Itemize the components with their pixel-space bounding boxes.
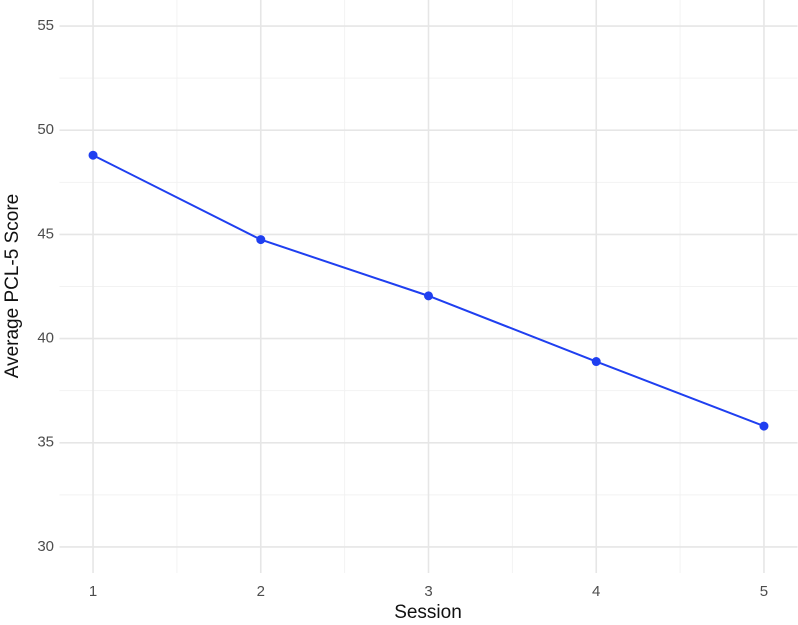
grid — [59, 0, 798, 573]
x-tick-label: 3 — [424, 583, 432, 600]
point — [424, 291, 433, 301]
y-axis-title: Average PCL-5 Score — [2, 194, 23, 378]
y-tick-label: 30 — [37, 538, 54, 555]
y-tick-label: 50 — [37, 121, 54, 138]
point — [591, 357, 601, 367]
y-tick-label: 35 — [37, 434, 54, 451]
point — [759, 421, 769, 431]
y-tick-label: 45 — [37, 225, 54, 242]
x-tick-label: 1 — [89, 583, 97, 600]
x-tick-label: 4 — [592, 583, 600, 600]
x-tick-label: 2 — [257, 583, 265, 600]
y-tick-label: 40 — [37, 330, 54, 347]
x-tick-label: 5 — [760, 583, 768, 600]
point — [88, 150, 98, 160]
y-tick-label: 55 — [37, 17, 54, 34]
point — [256, 235, 266, 245]
x-axis-title: Session — [394, 602, 462, 623]
